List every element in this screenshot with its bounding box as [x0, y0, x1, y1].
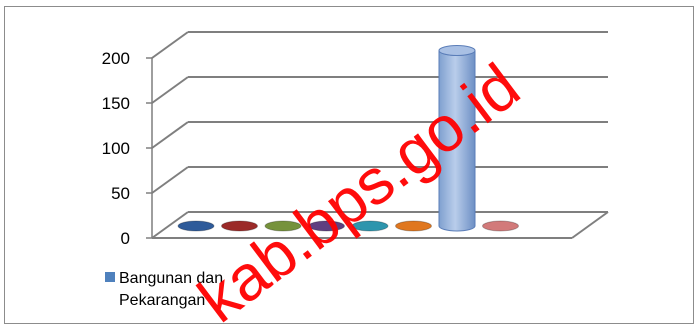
- bar-2: [221, 220, 258, 232]
- grid-diagonal: [151, 76, 189, 104]
- chart-frame: 0 50 100 150 200 Bangunan dan Pekarangan kab…: [4, 6, 694, 325]
- bar-5: [351, 220, 389, 232]
- y-tick-label: 150: [102, 94, 130, 113]
- grid-diagonal: [151, 211, 189, 239]
- bar-7: [438, 45, 476, 232]
- legend-line-1: Bangunan dan: [119, 270, 223, 287]
- grid-diagonal: [151, 121, 189, 149]
- floor-right-edge: [571, 211, 609, 239]
- bar-3: [264, 220, 302, 232]
- bar-6: [395, 220, 432, 232]
- legend-line-2: Pekarangan: [119, 292, 205, 309]
- bar-8: [482, 220, 519, 232]
- bar-4: [308, 220, 345, 232]
- grid-diagonal: [151, 166, 189, 194]
- watermark: kab.bps.go.id: [185, 50, 532, 325]
- ticks-layer: 0 50 100 150 200: [102, 49, 152, 248]
- y-tick-label: 0: [121, 229, 130, 248]
- grid-layer: [151, 31, 609, 239]
- y-tick-label: 100: [102, 139, 130, 158]
- y-tick-label: 50: [111, 184, 130, 203]
- bars-layer: [177, 45, 519, 232]
- bar-1: [177, 220, 215, 232]
- grid-diagonal: [151, 31, 189, 59]
- legend: Bangunan dan Pekarangan: [105, 270, 223, 309]
- y-tick-label: 200: [102, 49, 130, 68]
- chart-svg: 0 50 100 150 200 Bangunan dan Pekarangan kab…: [102, 31, 609, 325]
- legend-swatch: [105, 272, 115, 282]
